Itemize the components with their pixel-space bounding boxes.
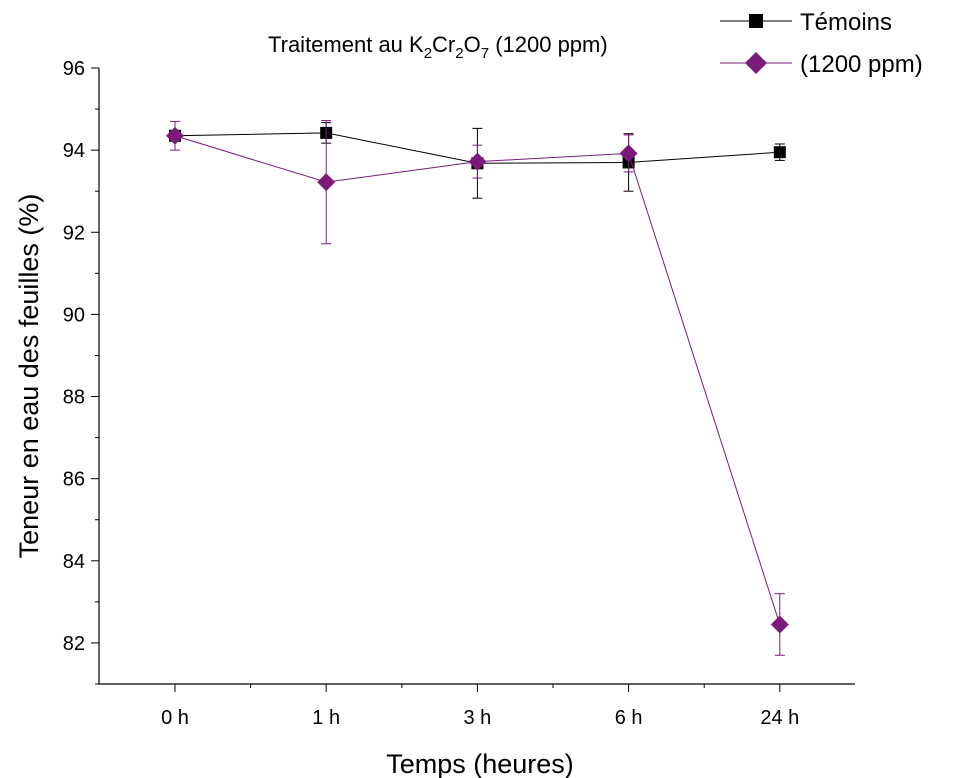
data-point-diamond	[619, 144, 638, 163]
x-tick-label: 3 h	[463, 707, 491, 729]
x-tick-label: 0 h	[161, 707, 189, 729]
y-tick-label: 96	[63, 58, 85, 80]
x-tick-label: 6 h	[615, 707, 643, 729]
data-point-diamond	[770, 615, 789, 634]
x-tick-label: 24 h	[760, 707, 799, 729]
y-tick-label: 94	[63, 140, 85, 162]
x-tick-label: 1 h	[312, 707, 340, 729]
data-point-square	[773, 146, 786, 159]
series-line	[174, 135, 781, 625]
y-tick-label: 84	[63, 551, 85, 573]
data-point-diamond	[166, 126, 184, 145]
legend-marker-diamond-icon	[745, 52, 767, 74]
legend: Témoins (1200 ppm)	[720, 9, 923, 78]
y-tick-label: 90	[63, 304, 85, 326]
legend-label-temoins: Témoins	[800, 9, 892, 36]
legend-label-1200ppm: (1200 ppm)	[800, 51, 923, 78]
data-point-diamond	[468, 152, 487, 171]
chart-title: Traitement au K2Cr2O7 (1200 ppm)	[268, 32, 608, 62]
series-layer	[166, 120, 789, 656]
y-tick-label: 82	[63, 633, 85, 655]
series-1	[166, 120, 789, 656]
legend-item-1200ppm: (1200 ppm)	[720, 51, 923, 78]
data-point-diamond	[317, 173, 336, 192]
legend-marker-square-icon	[749, 14, 763, 28]
y-tick-label: 86	[63, 469, 85, 491]
y-axis-title: Teneur en eau des feuilles (%)	[14, 194, 44, 559]
x-axis-title: Temps (heures)	[386, 749, 574, 778]
axes: 82 84 86 88 90 92 94 96 0 h 1 h 3 h 6 h 24 h	[63, 58, 855, 729]
legend-item-temoins: Témoins	[720, 9, 892, 36]
y-tick-label: 92	[63, 222, 85, 244]
y-tick-label: 88	[63, 387, 85, 409]
